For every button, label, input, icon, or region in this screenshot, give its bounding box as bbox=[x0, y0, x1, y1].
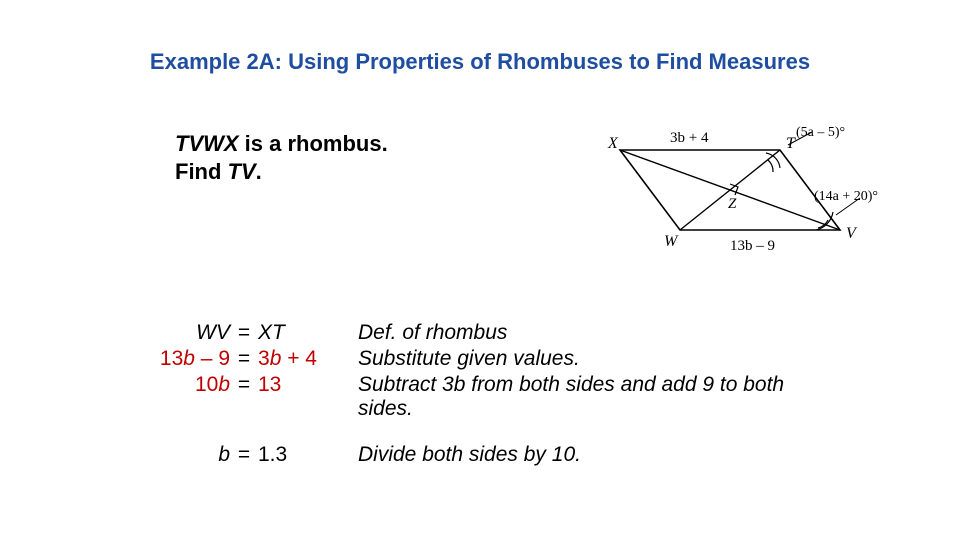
angle-v-expr: (14a + 20)° bbox=[814, 189, 878, 204]
final-reason: Divide both sides by 10. bbox=[358, 442, 808, 468]
arc-t-1 bbox=[768, 160, 773, 172]
step-row: 13b – 9 = 3b + 4 Substitute given values… bbox=[140, 346, 808, 372]
diagonal-tw bbox=[680, 150, 780, 230]
vertex-z-label: Z bbox=[728, 196, 737, 212]
shape-name: TVWX bbox=[175, 131, 239, 156]
step2-right-var: b bbox=[270, 347, 282, 370]
find-prefix: Find bbox=[175, 159, 228, 184]
step2-right-pre: 3 bbox=[258, 347, 270, 370]
vertex-x-label: X bbox=[607, 135, 619, 152]
side-wv-expr: 13b – 9 bbox=[730, 238, 775, 254]
step3-left-num: 10 bbox=[195, 373, 218, 396]
angle-t-expr: (5a – 5)° bbox=[796, 125, 845, 140]
step3-reason: Subtract 3b from both sides and add 9 to… bbox=[358, 372, 808, 422]
final-eq: = bbox=[230, 442, 258, 468]
step1-left: WV bbox=[196, 321, 230, 344]
step2-left-var: b bbox=[183, 347, 195, 370]
side-xt-expr: 3b + 4 bbox=[670, 130, 709, 146]
find-target: TV bbox=[228, 159, 256, 184]
step1-reason: Def. of rhombus bbox=[358, 320, 808, 346]
step-row: b = 1.3 Divide both sides by 10. bbox=[140, 442, 808, 468]
steps-table: WV = XT Def. of rhombus 13b – 9 = 3b + 4… bbox=[140, 320, 808, 468]
example-title: Example 2A: Using Properties of Rhombuse… bbox=[50, 48, 910, 76]
final-left: b bbox=[218, 443, 230, 466]
final-right: 1.3 bbox=[258, 442, 358, 468]
step-row: 10b = 13 Subtract 3b from both sides and… bbox=[140, 372, 808, 422]
vertex-w-label: W bbox=[664, 233, 679, 250]
solution-steps: WV = XT Def. of rhombus 13b – 9 = 3b + 4… bbox=[140, 320, 808, 468]
step-row: WV = XT Def. of rhombus bbox=[140, 320, 808, 346]
step2-reason: Substitute given values. bbox=[358, 346, 808, 372]
vertex-v-label: V bbox=[846, 225, 858, 242]
step2-eq: = bbox=[230, 346, 258, 372]
step2-left-tail: – 9 bbox=[195, 347, 230, 370]
stmt-suffix: is a rhombus. bbox=[239, 131, 388, 156]
step3-right: 13 bbox=[258, 373, 281, 396]
problem-statement: TVWX is a rhombus. Find TV. bbox=[175, 130, 388, 185]
step3-left-var: b bbox=[218, 373, 230, 396]
step2-right-post: + 4 bbox=[281, 347, 317, 370]
step2-left-num: 13 bbox=[160, 347, 183, 370]
find-suffix: . bbox=[256, 159, 262, 184]
rhombus-diagram: X T W V Z 3b + 4 13b – 9 (5a – 5)° (14a … bbox=[560, 120, 900, 270]
step1-right: XT bbox=[258, 321, 285, 344]
step1-eq: = bbox=[230, 320, 258, 346]
step3-eq: = bbox=[230, 372, 258, 422]
